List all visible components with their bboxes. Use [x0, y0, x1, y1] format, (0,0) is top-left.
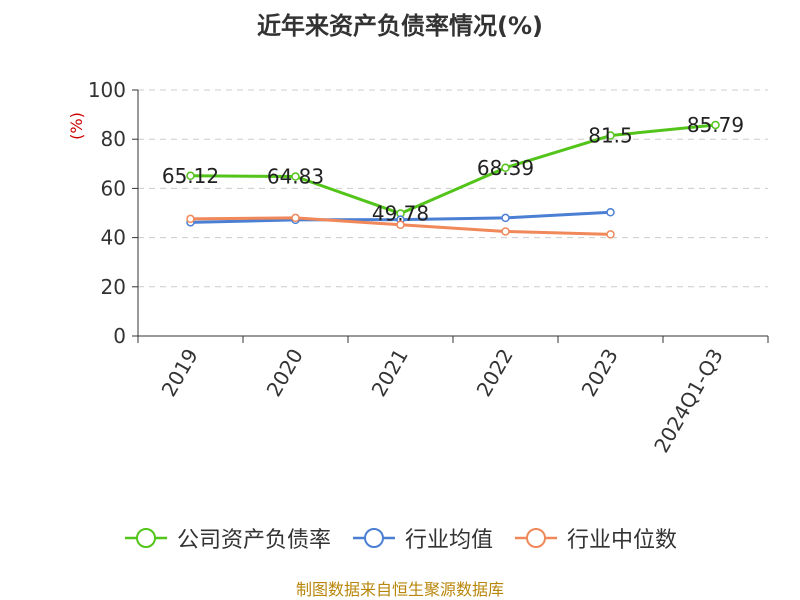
legend-swatch-icon: [515, 528, 557, 548]
legend-marker: [526, 528, 546, 548]
data-label: 49.78: [372, 202, 429, 226]
data-label: 85.79: [687, 113, 744, 137]
data-point: [606, 208, 615, 217]
chart-title: 近年来资产负债率情况(%): [257, 12, 543, 40]
legend-item[interactable]: 行业中位数: [513, 522, 677, 554]
legend: 公司资产负债率 行业均值 行业中位数: [0, 518, 800, 558]
legend-swatch-icon: [352, 528, 395, 548]
data-point: [606, 230, 615, 239]
data-point: [396, 220, 405, 230]
data-point: [291, 172, 300, 181]
data-point: [186, 171, 195, 181]
y-tick-label: 80: [101, 127, 126, 151]
data-point: [291, 213, 300, 223]
y-tick-label: 100: [88, 78, 126, 102]
series-line: [190, 123, 716, 216]
x-tick-label: 2022: [472, 345, 518, 401]
y-tick-label: 0: [113, 324, 126, 348]
data-point: [606, 131, 615, 140]
legend-item[interactable]: 行业均值: [351, 522, 493, 554]
data-point: [711, 120, 720, 130]
y-tick-label: 40: [101, 226, 126, 250]
legend-label: 行业中位数: [567, 528, 678, 553]
y-tick-label: 20: [101, 275, 126, 299]
legend-label: 公司资产负债率: [176, 528, 331, 553]
y-tick-label: 60: [101, 176, 126, 200]
data-label: 81.5: [588, 124, 633, 148]
data-point: [501, 213, 510, 223]
x-tick-label: 2021: [367, 345, 413, 401]
legend-swatch-icon: [124, 528, 167, 548]
legend-label: 行业均值: [404, 528, 493, 553]
data-point: [501, 163, 510, 173]
data-label: 64.83: [267, 165, 324, 189]
source-note: 制图数据来自恒生聚源数据库: [295, 580, 504, 599]
y-axis-label: (%): [67, 112, 86, 140]
data-point: [186, 214, 195, 224]
data-label: 68.39: [477, 156, 534, 180]
x-tick-label: 2019: [157, 345, 203, 401]
legend-marker: [135, 528, 156, 548]
legend-item[interactable]: 公司资产负债率: [123, 522, 331, 554]
data-label: 65.12: [162, 164, 219, 188]
x-tick-label: 2023: [577, 345, 623, 401]
x-tick-label: 2020: [262, 345, 308, 401]
data-point: [501, 227, 510, 236]
x-tick-label: 2024Q1-Q3: [649, 345, 728, 457]
legend-marker: [363, 528, 384, 548]
